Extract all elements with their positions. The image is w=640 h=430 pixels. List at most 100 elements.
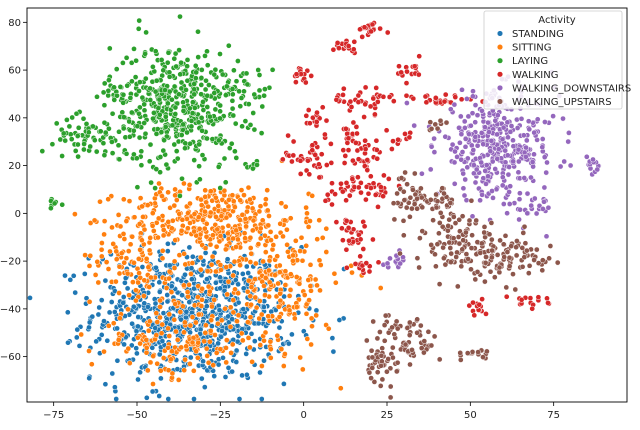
point xyxy=(518,115,525,122)
point xyxy=(499,174,506,181)
point xyxy=(248,301,254,308)
point xyxy=(305,157,311,164)
point xyxy=(437,210,444,216)
point xyxy=(287,271,294,278)
point xyxy=(222,179,229,186)
point xyxy=(109,150,116,156)
point xyxy=(139,203,145,210)
point xyxy=(304,336,311,342)
point xyxy=(515,169,522,176)
point xyxy=(546,255,552,262)
point xyxy=(126,118,133,125)
point xyxy=(365,190,372,197)
point xyxy=(590,156,596,163)
point xyxy=(406,134,413,141)
point xyxy=(337,385,344,392)
point xyxy=(57,136,64,143)
point xyxy=(215,361,222,368)
point xyxy=(133,287,139,294)
point xyxy=(526,262,533,269)
point xyxy=(374,99,381,105)
point xyxy=(86,298,93,305)
point xyxy=(233,78,240,85)
point xyxy=(397,260,404,267)
point xyxy=(264,187,271,194)
point xyxy=(421,349,427,356)
point xyxy=(153,264,159,271)
point xyxy=(414,255,421,262)
point xyxy=(172,301,178,307)
point xyxy=(232,204,238,210)
point xyxy=(117,84,124,90)
point xyxy=(332,279,339,286)
point xyxy=(245,101,252,107)
point xyxy=(433,191,439,198)
x-axis: −75 −50 −25 0 25 50 75 xyxy=(43,402,560,421)
point xyxy=(460,185,467,192)
point xyxy=(511,200,518,206)
point xyxy=(225,230,231,237)
point xyxy=(306,297,312,303)
point xyxy=(354,130,360,137)
point xyxy=(181,367,188,374)
point xyxy=(109,139,115,145)
point xyxy=(345,147,352,153)
point xyxy=(482,278,488,285)
point xyxy=(355,99,362,105)
point xyxy=(318,151,325,158)
point xyxy=(464,164,471,171)
point xyxy=(514,125,521,131)
point xyxy=(379,345,386,352)
point xyxy=(293,274,300,280)
point xyxy=(506,189,512,195)
point xyxy=(515,146,522,153)
point xyxy=(350,119,357,126)
point xyxy=(330,348,337,355)
point xyxy=(190,367,197,374)
point xyxy=(425,328,432,335)
point xyxy=(281,381,287,387)
point xyxy=(191,157,198,163)
point xyxy=(272,272,278,278)
point xyxy=(213,268,219,275)
point xyxy=(237,197,244,204)
point xyxy=(195,283,202,289)
point xyxy=(145,327,152,334)
point xyxy=(157,154,164,160)
point xyxy=(153,332,160,339)
point xyxy=(457,139,463,146)
point xyxy=(152,300,159,307)
point xyxy=(544,295,550,302)
point xyxy=(250,217,257,224)
point xyxy=(515,158,522,165)
point xyxy=(298,234,305,241)
point xyxy=(456,240,463,247)
point xyxy=(479,296,485,302)
series-walking-downstairs xyxy=(380,69,602,271)
point xyxy=(303,167,310,174)
point xyxy=(472,102,479,108)
point xyxy=(355,184,362,191)
point xyxy=(317,262,324,268)
point xyxy=(168,356,174,363)
point xyxy=(496,269,503,276)
point xyxy=(134,184,141,191)
x-tick-label: −25 xyxy=(210,410,231,421)
point xyxy=(256,87,263,94)
point xyxy=(445,223,452,229)
point xyxy=(211,373,218,379)
point xyxy=(489,254,495,261)
point xyxy=(436,230,442,237)
point xyxy=(384,368,390,375)
point xyxy=(432,95,439,101)
point xyxy=(403,204,410,211)
point xyxy=(171,316,178,323)
point xyxy=(469,349,476,355)
point xyxy=(92,272,99,278)
point xyxy=(187,140,193,147)
point xyxy=(366,268,373,275)
point xyxy=(181,180,187,187)
point xyxy=(470,93,476,100)
point xyxy=(152,185,158,191)
point xyxy=(407,361,413,368)
